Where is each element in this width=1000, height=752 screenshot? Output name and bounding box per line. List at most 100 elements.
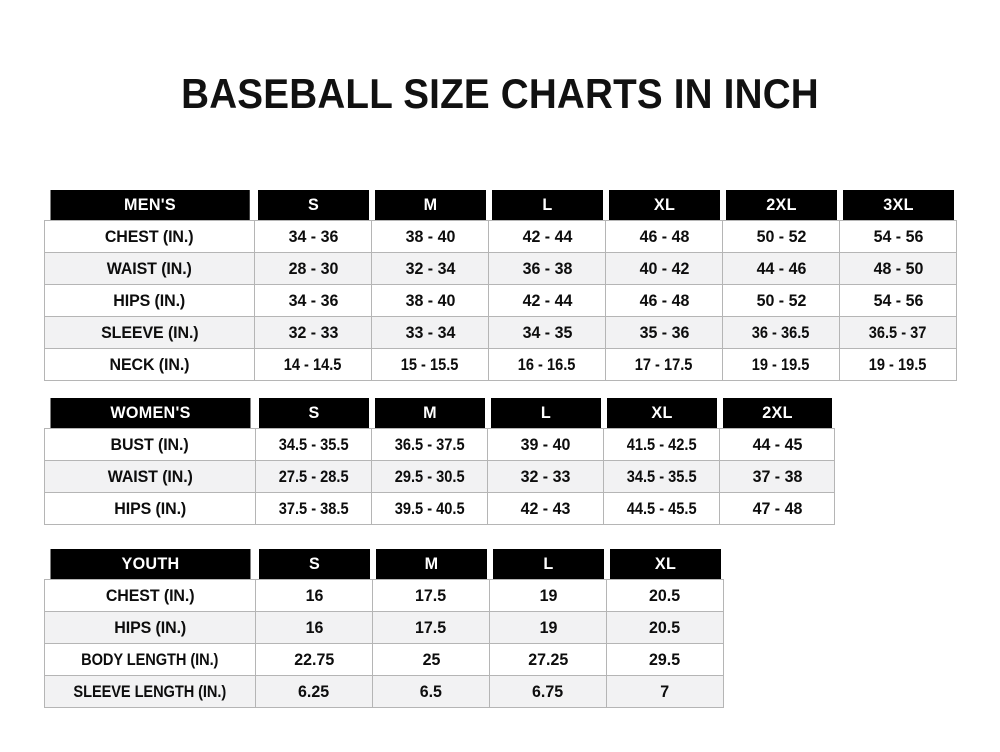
youth-cell-chest-l: 19	[489, 579, 607, 612]
mens-header-size-xl: XL	[608, 190, 720, 221]
cell-text: HIPS (IN.)	[114, 618, 186, 637]
mens-cell-hips-3xl: 54 - 56	[839, 284, 957, 317]
womens-row-label-hips: HIPS (IN.)	[44, 492, 256, 525]
womens-cell-waist-s: 27.5 - 28.5	[255, 460, 372, 493]
mens-cell-waist-3xl: 48 - 50	[839, 252, 957, 285]
cell-text: 15 - 15.5	[401, 355, 459, 374]
table-row: CHEST (IN.) 16 17.5 19 20.5	[44, 579, 724, 612]
cell-text: 36 - 38	[522, 259, 572, 278]
cell-text: CHEST (IN.)	[105, 586, 195, 605]
youth-row-label-body-length: BODY LENGTH (IN.)	[44, 643, 256, 676]
mens-size-table: MEN'S S M L XL 2XL 3XL CHEST (IN.) 34 - …	[44, 190, 957, 381]
cell-text: 36.5 - 37.5	[394, 435, 465, 454]
mens-cell-sleeve-s: 32 - 33	[254, 316, 372, 349]
cell-text: 17.5	[415, 586, 447, 605]
mens-cell-chest-m: 38 - 40	[371, 220, 489, 253]
mens-cell-waist-xl: 40 - 42	[605, 252, 723, 285]
mens-cell-sleeve-2xl: 36 - 36.5	[722, 316, 840, 349]
table-row: HIPS (IN.) 16 17.5 19 20.5	[44, 611, 724, 644]
table-row: WAIST (IN.) 27.5 - 28.5 29.5 - 30.5 32 -…	[44, 460, 835, 493]
youth-table-header-row: YOUTH S M L XL	[45, 549, 724, 580]
cell-text: 19 - 19.5	[752, 355, 810, 374]
cell-text: 6.5	[419, 682, 443, 701]
cell-text: 14 - 14.5	[284, 355, 342, 374]
cell-text: 54 - 56	[873, 291, 923, 310]
youth-row-label-chest: CHEST (IN.)	[44, 579, 256, 612]
youth-header-label: YOUTH	[49, 549, 251, 580]
mens-cell-hips-l: 42 - 44	[488, 284, 606, 317]
cell-text: 34.5 - 35.5	[278, 435, 349, 454]
mens-cell-neck-3xl: 19 - 19.5	[839, 348, 957, 381]
youth-cell-sleeve-length-s: 6.25	[255, 675, 373, 708]
mens-table-header-row: MEN'S S M L XL 2XL 3XL	[45, 190, 957, 221]
cell-text: 37 - 38	[752, 467, 802, 486]
cell-text: 39.5 - 40.5	[394, 499, 465, 518]
youth-cell-body-length-m: 25	[372, 643, 490, 676]
womens-table-header-row: WOMEN'S S M L XL 2XL	[45, 398, 835, 429]
youth-header-size-s: S	[258, 549, 370, 580]
table-row: CHEST (IN.) 34 - 36 38 - 40 42 - 44 46 -…	[44, 220, 957, 253]
mens-cell-neck-l: 16 - 16.5	[488, 348, 606, 381]
cell-text: SLEEVE LENGTH (IN.)	[73, 682, 227, 701]
womens-cell-hips-xl: 44.5 - 45.5	[603, 492, 720, 525]
mens-cell-hips-2xl: 50 - 52	[722, 284, 840, 317]
cell-text: 39 - 40	[520, 435, 571, 454]
mens-header-size-m: M	[374, 190, 486, 221]
cell-text: 29.5 - 30.5	[394, 467, 465, 486]
womens-cell-waist-2xl: 37 - 38	[719, 460, 835, 493]
cell-text: BUST (IN.)	[110, 435, 190, 454]
cell-text: 22.75	[293, 650, 334, 669]
mens-cell-waist-s: 28 - 30	[254, 252, 372, 285]
cell-text: 38 - 40	[405, 291, 455, 310]
table-row: HIPS (IN.) 37.5 - 38.5 39.5 - 40.5 42 - …	[44, 492, 835, 525]
cell-text: 46 - 48	[639, 227, 689, 246]
cell-text: 42 - 44	[522, 291, 572, 310]
cell-text: 50 - 52	[756, 291, 806, 310]
cell-text: WAIST (IN.)	[107, 467, 193, 486]
womens-cell-bust-xl: 41.5 - 42.5	[603, 428, 720, 461]
cell-text: 37.5 - 38.5	[278, 499, 349, 518]
cell-text: 6.25	[298, 682, 330, 701]
womens-size-table: WOMEN'S S M L XL 2XL BUST (IN.) 34.5 - 3…	[44, 398, 835, 525]
table-row: NECK (IN.) 14 - 14.5 15 - 15.5 16 - 16.5…	[44, 348, 957, 381]
womens-cell-hips-2xl: 47 - 48	[719, 492, 835, 525]
cell-text: NECK (IN.)	[109, 355, 190, 374]
mens-cell-chest-2xl: 50 - 52	[722, 220, 840, 253]
cell-text: 20.5	[649, 586, 681, 605]
mens-row-label-neck: NECK (IN.)	[44, 348, 255, 381]
womens-header-size-2xl: 2XL	[722, 398, 832, 429]
mens-cell-chest-xl: 46 - 48	[605, 220, 723, 253]
youth-cell-sleeve-length-l: 6.75	[489, 675, 607, 708]
womens-cell-bust-l: 39 - 40	[487, 428, 604, 461]
youth-row-label-hips: HIPS (IN.)	[44, 611, 256, 644]
cell-text: 44.5 - 45.5	[626, 499, 697, 518]
mens-cell-neck-xl: 17 - 17.5	[605, 348, 723, 381]
mens-cell-waist-m: 32 - 34	[371, 252, 489, 285]
table-row: WAIST (IN.) 28 - 30 32 - 34 36 - 38 40 -…	[44, 252, 957, 285]
youth-cell-hips-s: 16	[255, 611, 373, 644]
cell-text: 54 - 56	[873, 227, 923, 246]
mens-cell-sleeve-3xl: 36.5 - 37	[839, 316, 957, 349]
cell-text: WAIST (IN.)	[106, 259, 193, 278]
cell-text: SLEEVE (IN.)	[100, 323, 199, 342]
cell-text: 19	[539, 586, 557, 605]
cell-text: 50 - 52	[756, 227, 806, 246]
youth-row-label-sleeve-length: SLEEVE LENGTH (IN.)	[44, 675, 256, 708]
youth-cell-hips-l: 19	[489, 611, 607, 644]
womens-cell-bust-2xl: 44 - 45	[719, 428, 835, 461]
cell-text: 44 - 46	[756, 259, 806, 278]
mens-cell-sleeve-xl: 35 - 36	[605, 316, 723, 349]
mens-header-size-l: L	[491, 190, 603, 221]
mens-cell-hips-m: 38 - 40	[371, 284, 489, 317]
mens-cell-hips-xl: 46 - 48	[605, 284, 723, 317]
cell-text: 47 - 48	[752, 499, 802, 518]
womens-header-size-s: S	[258, 398, 369, 429]
cell-text: 46 - 48	[639, 291, 689, 310]
cell-text: 35 - 36	[639, 323, 689, 342]
womens-row-label-waist: WAIST (IN.)	[44, 460, 256, 493]
cell-text: 32 - 33	[288, 323, 338, 342]
womens-header-label: WOMEN'S	[49, 398, 251, 429]
cell-text: 36 - 36.5	[752, 323, 810, 342]
cell-text: 27.25	[527, 650, 568, 669]
youth-header-size-m: M	[375, 549, 487, 580]
